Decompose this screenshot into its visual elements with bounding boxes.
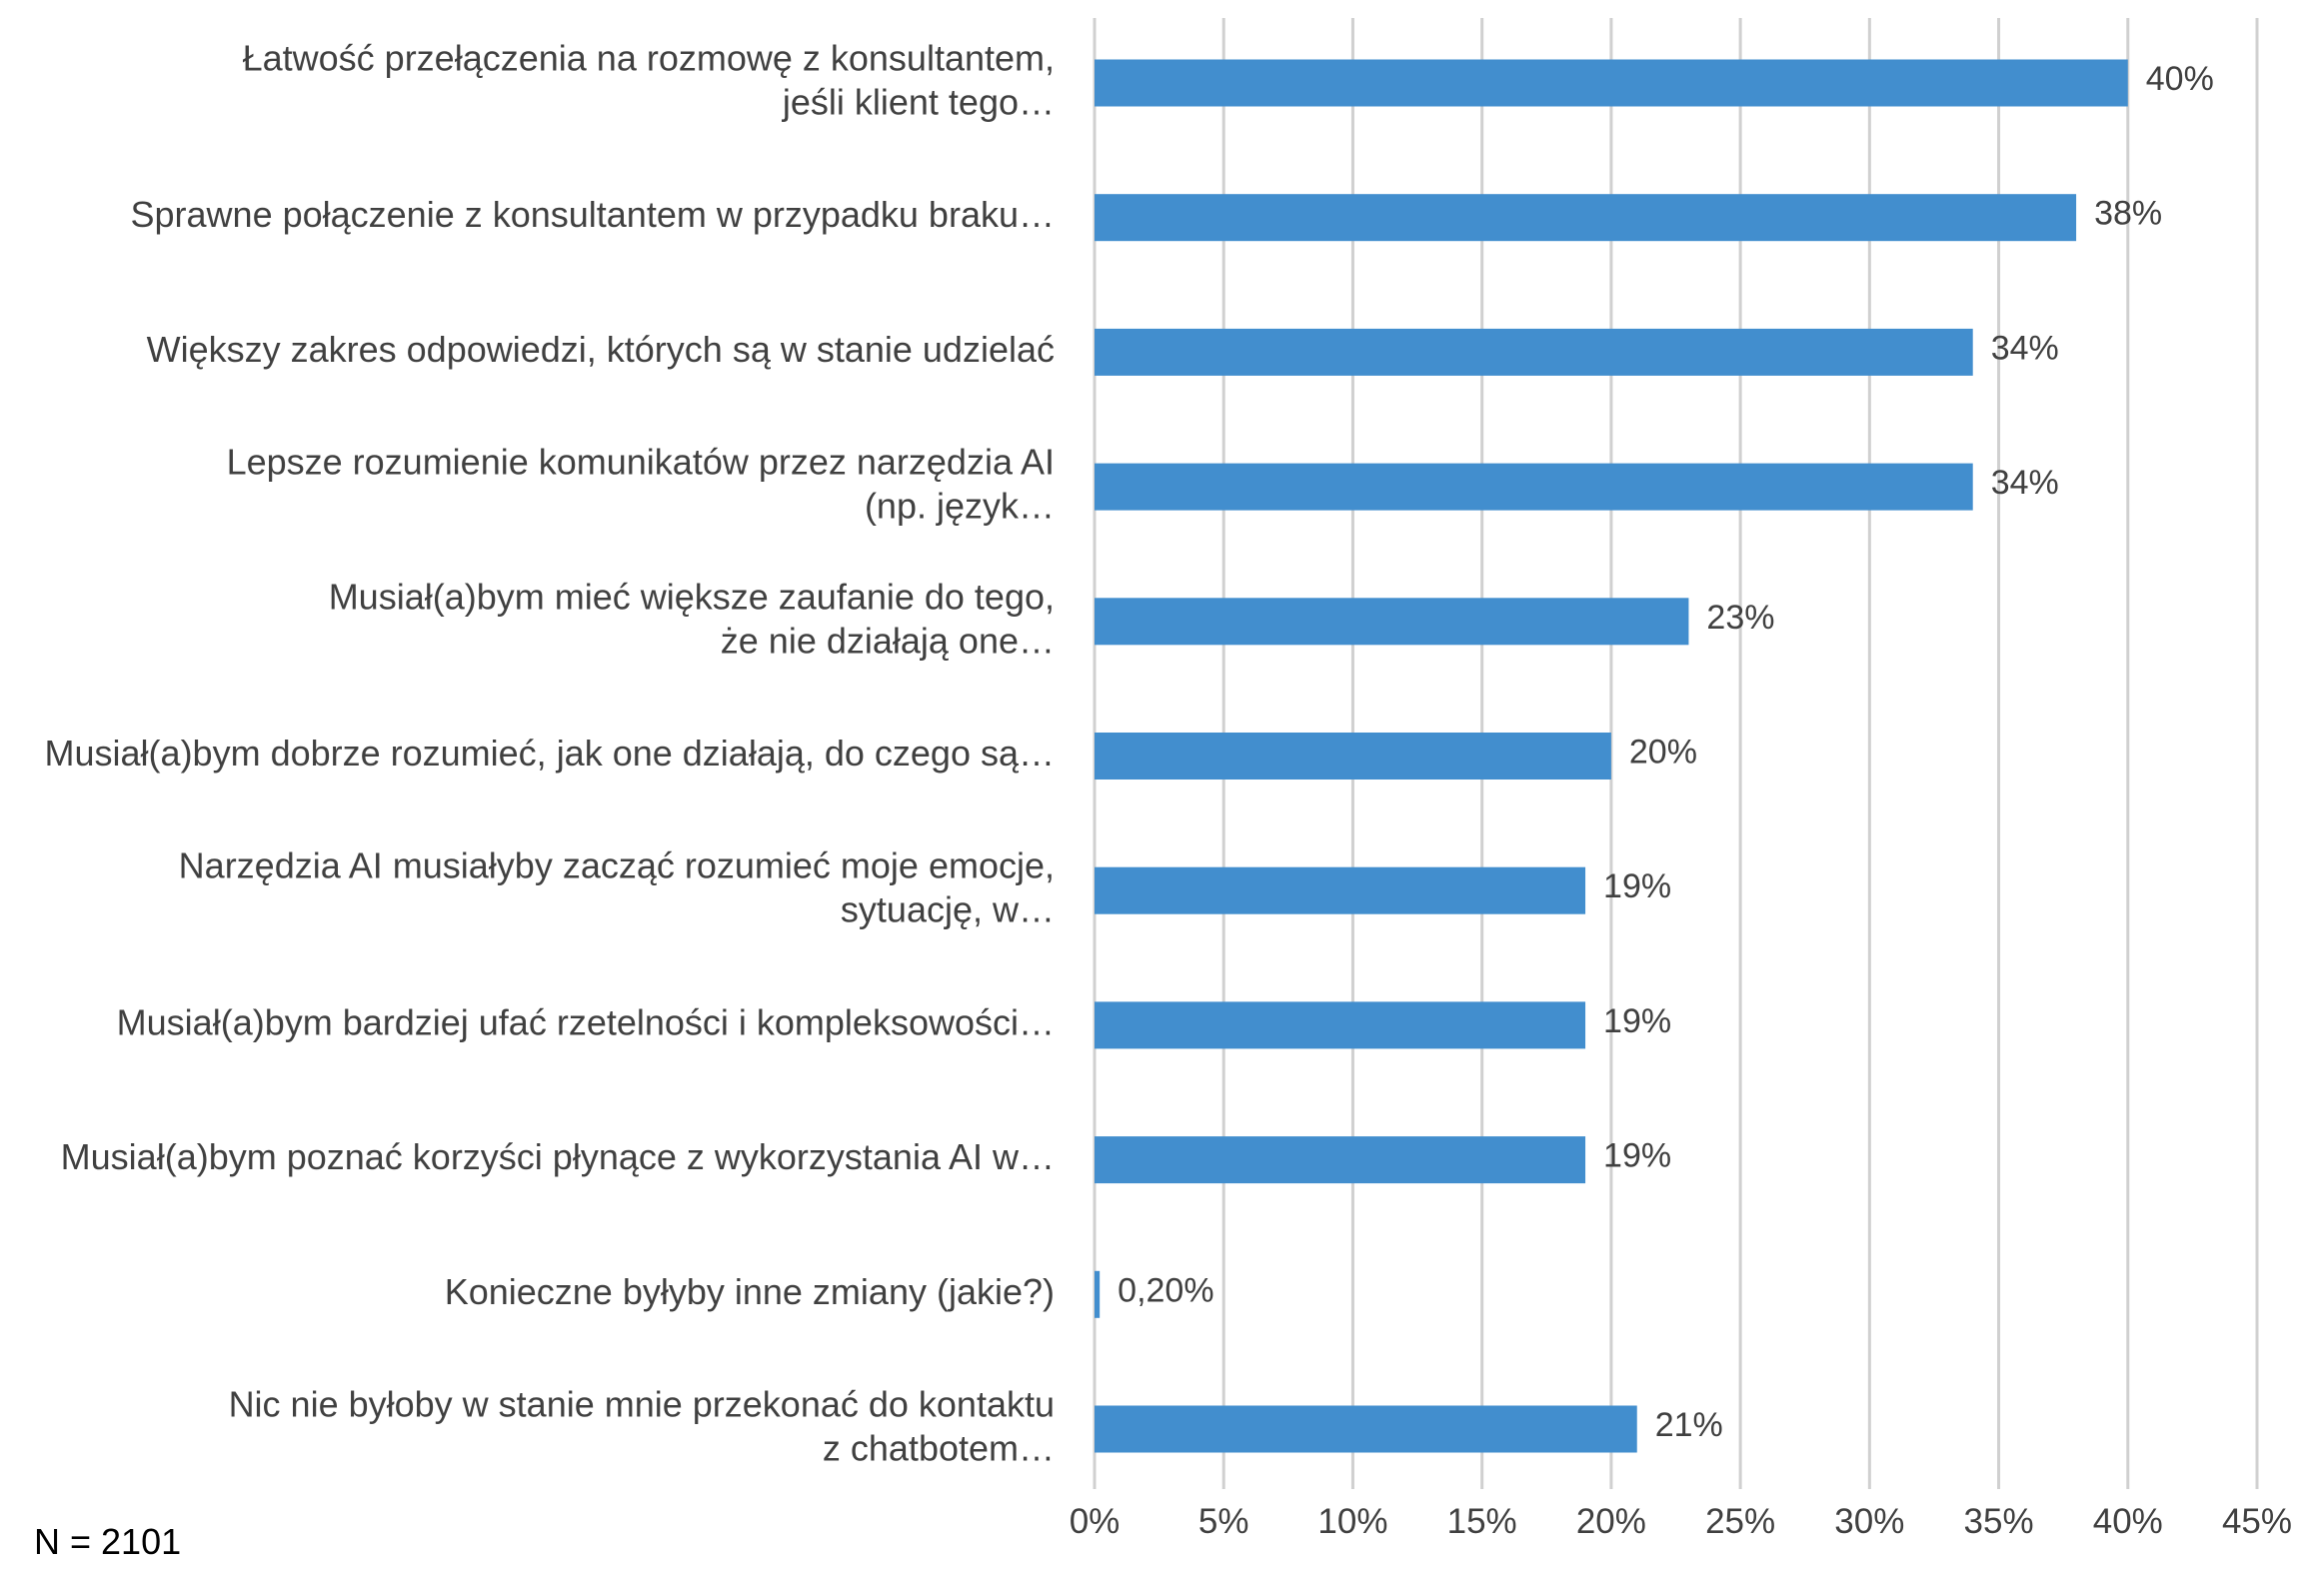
category-label: Lepsze rozumienie komunikatów przez narz… bbox=[227, 442, 1055, 483]
bar-value-label: 0,20% bbox=[1118, 1271, 1213, 1309]
bar bbox=[1095, 59, 2128, 107]
x-tick-label: 45% bbox=[2222, 1502, 2292, 1541]
bar-value-label: 19% bbox=[1603, 1002, 1671, 1040]
category-label: Musiał(a)bym bardziej ufać rzetelności i… bbox=[117, 1001, 1055, 1042]
category-label: Sprawne połączenie z konsultantem w przy… bbox=[131, 194, 1056, 235]
category-label: (np. język… bbox=[865, 486, 1055, 527]
x-tick-label: 15% bbox=[1447, 1502, 1517, 1541]
category-label: Musiał(a)bym poznać korzyści płynące z w… bbox=[61, 1136, 1055, 1177]
bar bbox=[1095, 866, 1586, 914]
bar-value-label: 40% bbox=[2146, 60, 2214, 98]
category-label: jeśli klient tego… bbox=[782, 82, 1055, 123]
bar bbox=[1095, 1270, 1101, 1318]
category-label: z chatbotem… bbox=[823, 1428, 1055, 1469]
bar-value-label: 23% bbox=[1706, 599, 1774, 637]
bar bbox=[1095, 1001, 1586, 1049]
x-tick-label: 5% bbox=[1198, 1502, 1249, 1541]
category-label: Łatwość przełączenia na rozmowę z konsul… bbox=[243, 38, 1055, 79]
category-label: Konieczne byłyby inne zmiany (jakie?) bbox=[445, 1271, 1055, 1312]
category-label: sytuację, w… bbox=[841, 889, 1055, 930]
sample-size-note: N = 2101 bbox=[34, 1521, 182, 1562]
bar-value-label: 20% bbox=[1629, 733, 1697, 771]
bar bbox=[1095, 1136, 1586, 1184]
x-tick-label: 35% bbox=[1964, 1502, 2034, 1541]
bar-value-label: 21% bbox=[1655, 1406, 1723, 1444]
bar bbox=[1095, 328, 1973, 376]
bar-value-label: 34% bbox=[1991, 464, 2059, 502]
bar bbox=[1095, 194, 2077, 242]
category-label: Większy zakres odpowiedzi, których są w … bbox=[147, 329, 1055, 370]
x-tick-label: 40% bbox=[2093, 1502, 2163, 1541]
category-labels: Łatwość przełączenia na rozmowę z konsul… bbox=[45, 38, 1055, 1469]
bar-value-label: 19% bbox=[1603, 867, 1671, 905]
bar bbox=[1095, 1405, 1637, 1453]
x-tick-label: 20% bbox=[1576, 1502, 1646, 1541]
category-label: że nie działają one… bbox=[721, 620, 1055, 661]
x-tick-label: 10% bbox=[1317, 1502, 1387, 1541]
bar-value-label: 34% bbox=[1991, 329, 2059, 367]
bar bbox=[1095, 733, 1611, 780]
category-label: Musiał(a)bym mieć większe zaufanie do te… bbox=[329, 576, 1055, 617]
x-axis-tick-labels: 0% 5% 10% 15% 20% 25% 30% 35% 40% 45% bbox=[1070, 1502, 2292, 1541]
bar-value-label: 19% bbox=[1603, 1137, 1671, 1175]
x-tick-label: 0% bbox=[1070, 1502, 1121, 1541]
bar-value-label: 38% bbox=[2094, 195, 2162, 233]
value-labels: 40% 38% 34% 34% 23% 20% 19% 19% 19% 0,20% 21% bbox=[1118, 60, 2214, 1444]
bar bbox=[1095, 463, 1973, 511]
bar bbox=[1095, 598, 1689, 646]
category-label: Nic nie byłoby w stanie mnie przekonać d… bbox=[229, 1384, 1055, 1425]
bars bbox=[1095, 59, 2128, 1453]
x-tick-label: 30% bbox=[1834, 1502, 1904, 1541]
x-tick-label: 25% bbox=[1705, 1502, 1775, 1541]
category-label: Narzędzia AI musiałyby zacząć rozumieć m… bbox=[179, 845, 1055, 886]
category-label: Musiał(a)bym dobrze rozumieć, jak one dz… bbox=[45, 733, 1055, 774]
